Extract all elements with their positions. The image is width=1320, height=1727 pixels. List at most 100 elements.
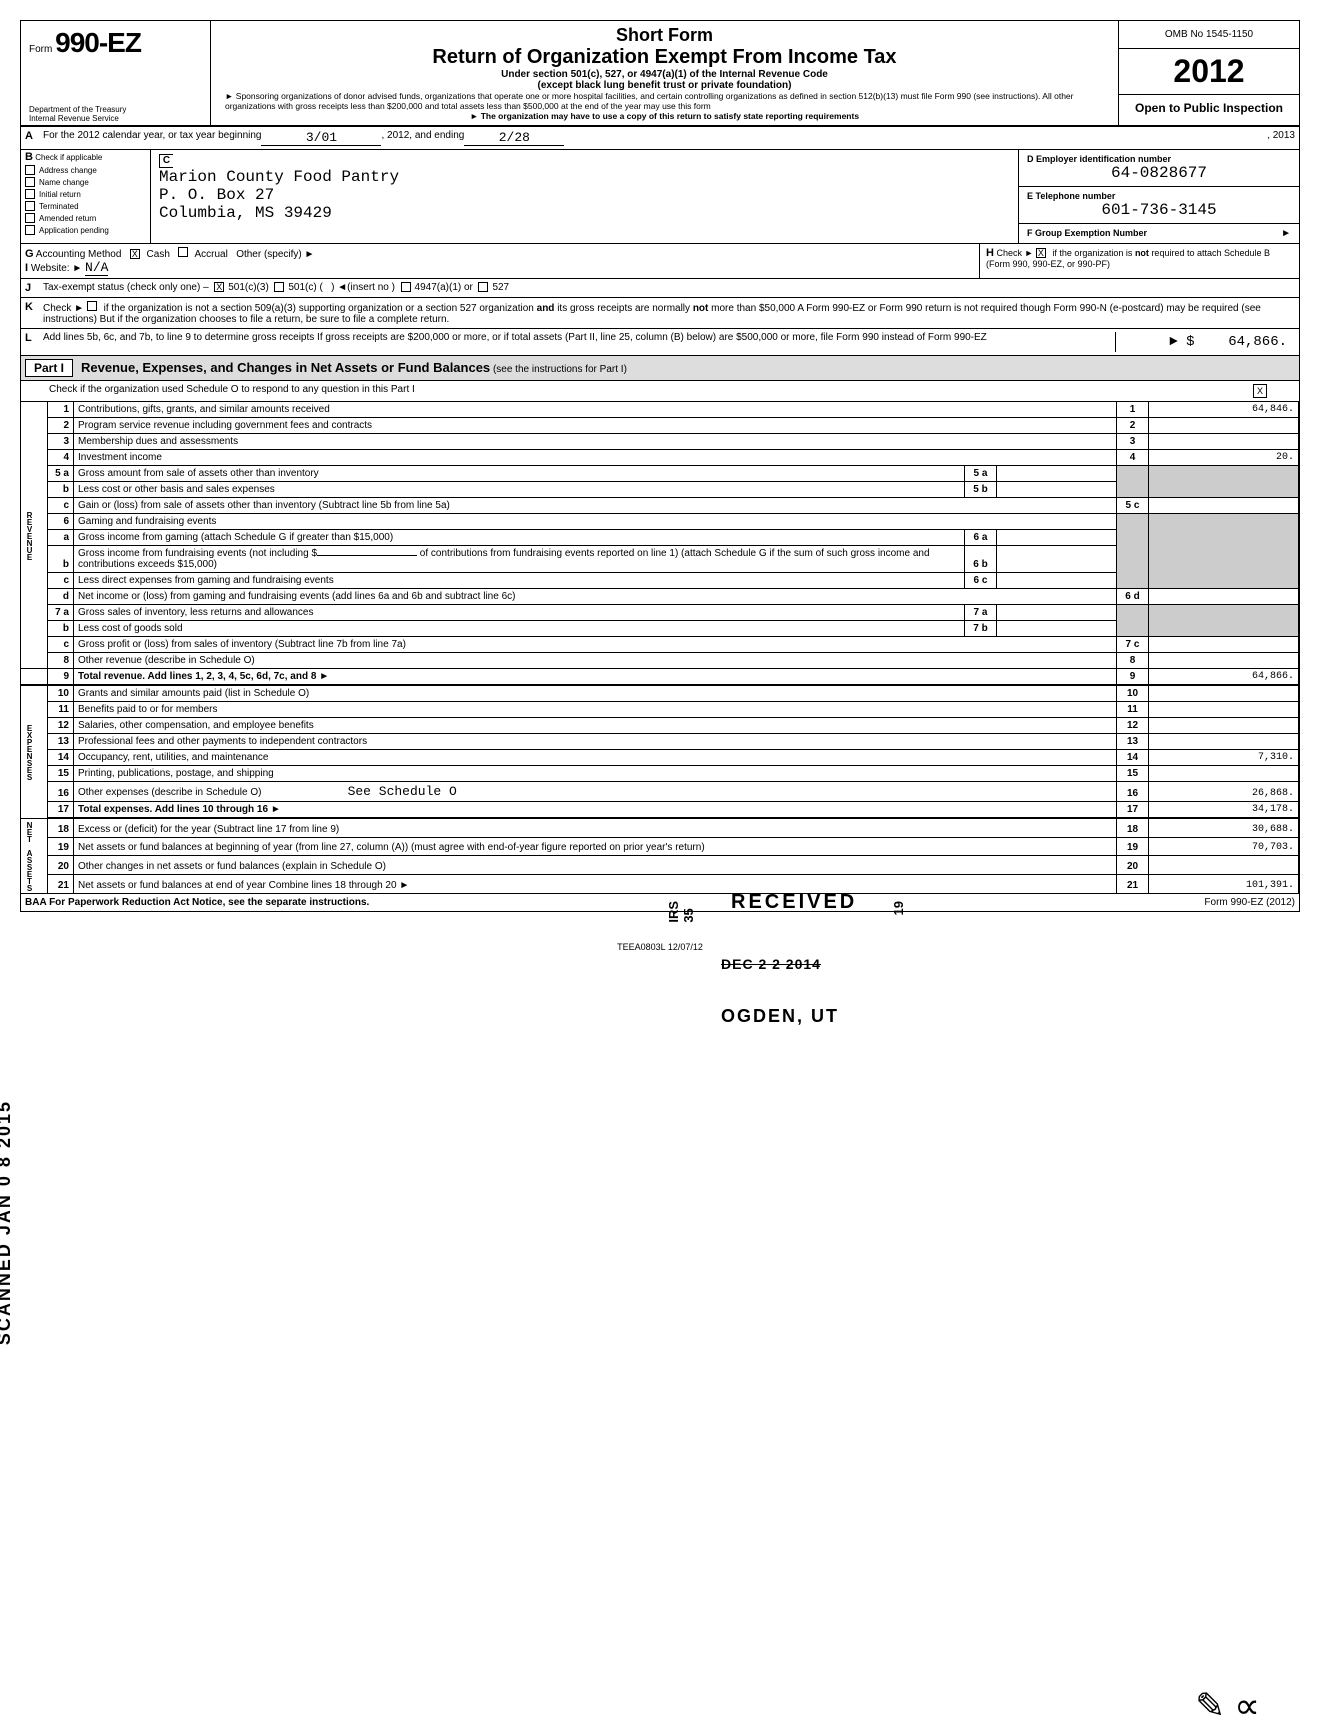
form-990ez: Form 990-EZ Department of the Treasury I… [20, 20, 1300, 912]
form-header: Form 990-EZ Department of the Treasury I… [21, 21, 1299, 127]
check-address-change[interactable]: Address change [21, 164, 150, 176]
amount-8[interactable] [1149, 653, 1299, 669]
letter-b: B [25, 151, 33, 163]
row-j: J Tax-exempt status (check only one) – X… [21, 279, 1299, 298]
accounting-method-label: Accounting Method [36, 249, 122, 260]
row-ghi: G Accounting Method X Cash Accrual Other… [21, 244, 1299, 279]
check-schedule-o[interactable]: X [1253, 384, 1267, 398]
check-501c[interactable] [274, 282, 284, 292]
check-k[interactable] [87, 301, 97, 311]
check-application-pending[interactable]: Application pending [21, 224, 150, 236]
line-20: 20 Other changes in net assets or fund b… [21, 856, 1299, 875]
line-3: 3 Membership dues and assessments 3 [21, 434, 1299, 450]
letter-j: J [25, 282, 43, 294]
amount-17[interactable]: 34,178. [1149, 802, 1299, 819]
website-value[interactable]: N/A [85, 260, 108, 276]
f-label: F Group Exemption Number [1027, 228, 1147, 239]
row-a: A For the 2012 calendar year, or tax yea… [21, 127, 1299, 150]
check-amended[interactable]: Amended return [21, 212, 150, 224]
line-5c: c Gain or (loss) from sale of assets oth… [21, 498, 1299, 514]
line-14: 14 Occupancy, rent, utilities, and maint… [21, 750, 1299, 766]
baa-notice: BAA For Paperwork Reduction Act Notice, … [25, 897, 369, 908]
check-initial-return[interactable]: Initial return [21, 188, 150, 200]
e-label: E Telephone number [1027, 191, 1291, 201]
dept-treasury: Department of the Treasury [29, 105, 219, 114]
check-terminated[interactable]: Terminated [21, 200, 150, 212]
website-label: Website: ► [31, 263, 82, 274]
org-addr1[interactable]: P. O. Box 27 [159, 186, 1010, 204]
val-5a[interactable] [997, 466, 1117, 482]
check-accrual[interactable] [178, 247, 188, 257]
org-addr2[interactable]: Columbia, MS 39429 [159, 204, 1010, 222]
amount-5c[interactable] [1149, 498, 1299, 514]
amount-19[interactable]: 70,703. [1149, 837, 1299, 856]
amount-10[interactable] [1149, 685, 1299, 702]
amount-2[interactable] [1149, 418, 1299, 434]
line-21: 21 Net assets or fund balances at end of… [21, 874, 1299, 893]
line-9: 9 Total revenue. Add lines 1, 2, 3, 4, 5… [21, 669, 1299, 686]
amount-1[interactable]: 64,846. [1149, 402, 1299, 418]
irs-label: Internal Revenue Service [29, 114, 219, 123]
val-6b[interactable] [997, 546, 1117, 573]
line-16: 16 Other expenses (describe in Schedule … [21, 782, 1299, 802]
ein-value[interactable]: 64-0828677 [1027, 164, 1291, 182]
check-cash[interactable]: X [130, 249, 140, 259]
line-7c: c Gross profit or (loss) from sales of i… [21, 637, 1299, 653]
return-title: Return of Organization Exempt From Incom… [221, 46, 1108, 69]
org-name[interactable]: Marion County Food Pantry [159, 168, 1010, 186]
val-6c[interactable] [997, 573, 1117, 589]
amount-14[interactable]: 7,310. [1149, 750, 1299, 766]
amount-9[interactable]: 64,866. [1149, 669, 1299, 686]
amount-3[interactable] [1149, 434, 1299, 450]
line-6: 6 Gaming and fundraising events [21, 514, 1299, 530]
letter-c: C [159, 154, 173, 168]
amount-12[interactable] [1149, 718, 1299, 734]
line-8: 8 Other revenue (describe in Schedule O)… [21, 653, 1299, 669]
f-arrow: ► [1281, 228, 1291, 239]
line-4: 4 Investment income 4 20. [21, 450, 1299, 466]
amount-7c[interactable] [1149, 637, 1299, 653]
letter-k: K [25, 301, 43, 325]
omb-box: OMB No 1545-1150 2012 Open to Public Ins… [1119, 21, 1299, 125]
col-def: D Employer identification number 64-0828… [1019, 150, 1299, 243]
amount-13[interactable] [1149, 734, 1299, 750]
begin-date[interactable]: 3/01 [261, 130, 381, 146]
title-box: Short Form Return of Organization Exempt… [211, 21, 1119, 125]
tax-exempt-label: Tax-exempt status (check only one) – [43, 282, 209, 294]
amount-16[interactable]: 26,868. [1149, 782, 1299, 802]
check-4947[interactable] [401, 282, 411, 292]
amount-21[interactable]: 101,391. [1149, 874, 1299, 893]
side-expenses: EXPENSES [21, 685, 48, 818]
d-label: D Employer identification number [1027, 154, 1291, 164]
line-15: 15 Printing, publications, postage, and … [21, 766, 1299, 782]
teea-code: TEEA0803L 12/07/12 [20, 942, 1300, 952]
stamp-scanned: SCANNED JAN 0 8 2015 [0, 1100, 15, 1345]
val-7b[interactable] [997, 621, 1117, 637]
check-h[interactable]: X [1036, 248, 1046, 258]
phone-value[interactable]: 601-736-3145 [1027, 201, 1291, 219]
form-number: 990-EZ [55, 27, 141, 58]
check-527[interactable] [478, 282, 488, 292]
letter-i: I [25, 262, 28, 274]
line-6b: b Gross income from fundraising events (… [21, 546, 1299, 573]
val-6a[interactable] [997, 530, 1117, 546]
amount-20[interactable] [1149, 856, 1299, 875]
org-info: C Marion County Food Pantry P. O. Box 27… [151, 150, 1019, 243]
amount-15[interactable] [1149, 766, 1299, 782]
amount-11[interactable] [1149, 702, 1299, 718]
end-date[interactable]: 2/28 [464, 130, 564, 146]
val-7a[interactable] [997, 605, 1117, 621]
amount-18[interactable]: 30,688. [1149, 818, 1299, 837]
tax-year: 2012 [1119, 49, 1299, 95]
line-6a: a Gross income from gaming (attach Sched… [21, 530, 1299, 546]
check-501c3[interactable]: X [214, 282, 224, 292]
amount-4[interactable]: 20. [1149, 450, 1299, 466]
val-5b[interactable] [997, 482, 1117, 498]
line-10: EXPENSES 10 Grants and similar amounts p… [21, 685, 1299, 702]
check-name-change[interactable]: Name change [21, 176, 150, 188]
amount-6d[interactable] [1149, 589, 1299, 605]
part-1-label: Part I [25, 359, 73, 377]
line-19: 19 Net assets or fund balances at beginn… [21, 837, 1299, 856]
stamp-date: DEC 2 2 2014 [721, 956, 821, 972]
row-l-text: Add lines 5b, 6c, and 7b, to line 9 to d… [43, 332, 1115, 352]
